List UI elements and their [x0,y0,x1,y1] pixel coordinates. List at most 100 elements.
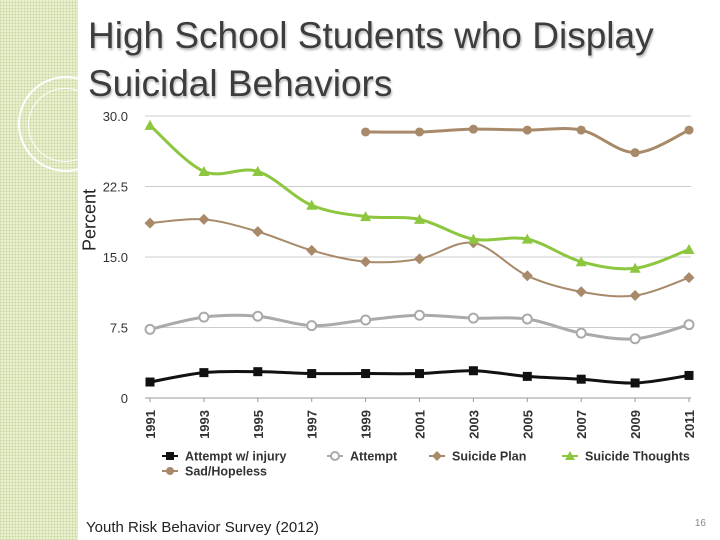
data-point [415,127,424,137]
data-point [522,125,532,135]
y-tick-label: 30.0 [103,109,128,124]
data-point [414,309,425,321]
x-tick-labels: 1991 1993 1995 1997 1999 2001 2003 2005 2007 2009… [143,398,697,439]
legend-item: Suicide Plan [429,450,526,464]
data-point [521,270,533,282]
data-point [576,125,586,135]
x-tick-label: 1997 [305,410,320,439]
decorative-sidebar [0,0,114,540]
legend-label: Attempt [350,450,398,464]
legend-label: Suicide Plan [452,450,526,464]
legend-swatch-marker [565,451,575,460]
series-attempt [144,309,695,345]
legend-item: Suicide Thoughts [562,450,690,464]
page-number: 16 [694,518,706,529]
data-point [199,368,209,378]
data-point [306,199,318,210]
data-point [414,213,425,224]
data-point [467,312,479,324]
data-point [252,226,264,238]
x-tick-label: 1999 [359,410,374,439]
legend-label: Suicide Thoughts [585,450,690,464]
grid-lines [145,115,691,399]
x-tick-label: 2007 [574,410,589,439]
data-point [145,377,155,387]
data-point [521,313,533,325]
data-point [629,333,641,345]
x-tick-label: 2001 [413,410,428,439]
data-point [575,327,587,339]
data-point [415,369,424,379]
data-point [360,314,372,326]
data-point [630,148,640,158]
legend-label: Attempt w/ injury [185,450,286,464]
series-attempt-w-injury [145,366,694,388]
decorative-ring [28,88,102,162]
x-tick-label: 1991 [143,410,158,439]
data-point [684,370,694,380]
y-tick-label: 22.5 [103,180,128,195]
data-point [361,369,371,379]
data-point [683,243,695,254]
data-point [468,124,478,134]
legend-swatch-marker [166,452,174,460]
series-lines [144,119,695,388]
data-point [252,165,264,176]
data-point [144,217,156,229]
data-point [414,253,425,265]
decorative-ring [18,76,114,172]
x-tick-label: 1993 [197,410,212,439]
legend: Attempt w/ injury Attempt Suicide Plan Suic… [162,450,690,479]
y-tick-label: 15.0 [103,250,128,265]
data-point [144,323,156,335]
data-point [307,369,317,379]
legend-swatch-marker [166,467,174,475]
data-point [306,244,318,256]
data-point [306,320,318,332]
source-citation: Youth Risk Behavior Survey (2012) [86,519,319,536]
data-point [468,366,478,376]
slide-title-line: Suicidal Behaviors [88,63,393,104]
data-point [360,211,372,222]
slide-title-line: High School Students who Display [88,15,654,56]
data-point [683,272,695,284]
legend-swatch-marker [330,451,340,461]
data-point [575,256,587,267]
data-point [575,286,587,298]
data-point [521,233,533,244]
legend-label: Sad/Hopeless [185,465,267,479]
data-point [252,310,264,322]
x-tick-label: 2011 [682,410,697,438]
y-tick-labels: 0 7.5 15.0 22.5 30.0 [103,109,128,406]
data-point [684,125,694,135]
data-point [629,290,641,302]
data-point [360,256,372,268]
data-point [198,311,210,323]
legend-item: Attempt [327,450,398,464]
data-point [198,165,210,176]
data-point [630,378,640,388]
legend-item: Sad/Hopeless [162,465,267,479]
series-sad-hopeless [361,124,694,158]
y-tick-label: 0 [121,391,128,406]
x-tick-label: 2009 [628,410,643,439]
x-tick-label: 1995 [251,410,266,439]
data-point [361,127,371,137]
data-point [522,371,532,381]
series-line [148,123,691,271]
data-point [198,213,210,225]
data-point [629,262,641,273]
x-tick-label: 2005 [520,410,535,439]
data-point [683,319,695,331]
series-suicide-thoughts [144,119,695,273]
data-point [576,374,586,384]
data-point [253,367,263,377]
data-point [467,233,479,244]
legend-item: Attempt w/ injury [162,450,286,464]
y-tick-label: 7.5 [110,321,128,336]
data-point [144,119,156,130]
legend-swatch-marker [432,451,442,461]
slide-title: High School Students who Display Suicida… [88,12,654,108]
x-tick-label: 2003 [466,410,481,439]
